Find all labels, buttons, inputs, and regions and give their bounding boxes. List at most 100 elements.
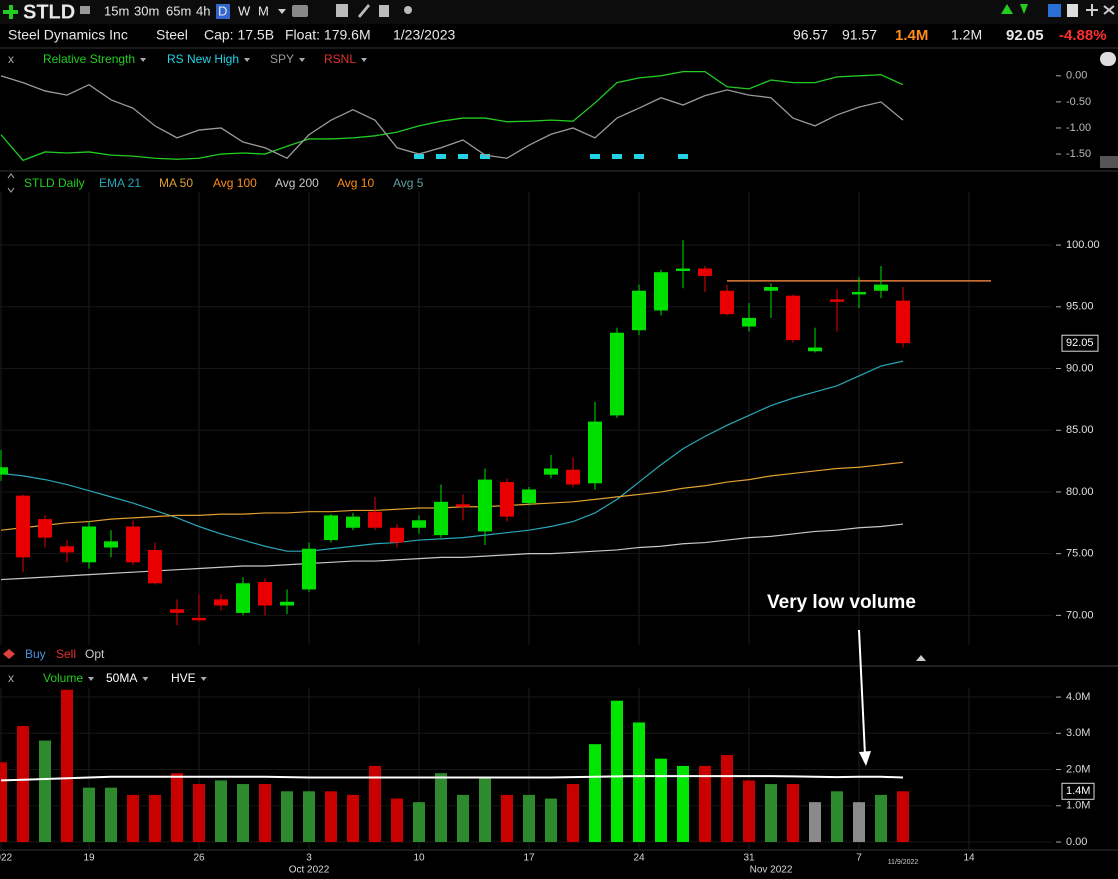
volume-bar (765, 784, 777, 843)
indicator-label[interactable]: Avg 100 (213, 176, 257, 190)
icon[interactable] (336, 4, 348, 17)
sell-button[interactable]: Sell (56, 647, 76, 661)
indicator-label[interactable]: STLD Daily (24, 176, 85, 190)
volume-bar (721, 755, 733, 843)
current-volume-box (1061, 782, 1095, 800)
volume-bar (831, 791, 843, 843)
indicator-label[interactable]: MA 50 (159, 176, 193, 190)
indicator-label[interactable]: SPY (270, 52, 294, 66)
trade-icon[interactable] (3, 649, 15, 659)
volume-bar (457, 794, 469, 843)
indicator-line (0, 75, 904, 160)
candle-body (192, 617, 206, 621)
volume-bar (875, 794, 887, 843)
y-tick-label: -1.50 (1066, 148, 1091, 160)
icon[interactable] (1067, 4, 1078, 17)
volume-bar (39, 740, 51, 843)
icon[interactable] (1001, 4, 1013, 14)
company-name: Steel Dynamics Inc (8, 27, 128, 43)
icon[interactable] (1086, 4, 1098, 16)
volume-bar (149, 794, 161, 843)
market-cap: Cap: 17.5B (204, 27, 274, 43)
timeframe-button[interactable]: 15m (104, 3, 129, 18)
close-button[interactable]: x (8, 671, 14, 685)
volume: 1.4M (895, 27, 928, 44)
timeframe-button[interactable]: 4h (196, 3, 210, 18)
indicator-label[interactable]: Avg 10 (337, 176, 374, 190)
volume-bar (259, 784, 271, 843)
dropdown-icon (140, 58, 147, 62)
candle-body (390, 527, 404, 543)
candle-body (346, 516, 360, 528)
indicator-label[interactable]: RS New High (167, 52, 239, 66)
indicator-label[interactable]: EMA 21 (99, 176, 141, 190)
candle-body (610, 332, 624, 416)
volume-bar (369, 765, 381, 843)
icon[interactable] (379, 5, 389, 17)
indicator-line (0, 71, 904, 162)
candle-body (500, 482, 514, 517)
indicator-label[interactable]: Relative Strength (43, 52, 135, 66)
y-tick-label: 0.00 (1066, 836, 1087, 848)
y-tick-label: 4.0M (1066, 691, 1090, 703)
volume-bar (105, 787, 117, 843)
volume-bar (347, 794, 359, 843)
volume-bar (325, 791, 337, 843)
timeframe-button[interactable]: 65m (166, 3, 191, 18)
rs-new-high-marker (678, 154, 688, 159)
month-label: Oct 2022 (289, 865, 330, 876)
collapse-icon[interactable] (7, 173, 15, 193)
settings-icon[interactable] (1100, 52, 1116, 66)
candle-body (544, 468, 558, 475)
timeframe-button[interactable]: M (258, 3, 269, 18)
volume-bar (611, 700, 623, 843)
avg-volume: 1.2M (951, 27, 982, 43)
add-icon[interactable] (3, 5, 18, 19)
rs-new-high-marker (436, 154, 446, 159)
indicator-label[interactable]: Volume (43, 671, 83, 685)
dropdown-icon[interactable] (278, 9, 286, 14)
volume-bar (193, 784, 205, 843)
x-tick-label: 10 (413, 853, 425, 864)
candle-body (720, 290, 734, 315)
icon[interactable] (292, 5, 308, 17)
month-label: Nov 2022 (750, 865, 793, 876)
timeframe-button[interactable]: W (238, 3, 251, 18)
icon[interactable] (1103, 5, 1115, 15)
indicator-label[interactable]: RSNL (324, 52, 356, 66)
candle-body (698, 268, 712, 276)
timeframe-button[interactable]: 30m (134, 3, 159, 18)
icon[interactable] (1020, 4, 1028, 14)
timeframe-button[interactable]: D (218, 3, 227, 18)
icon[interactable] (80, 6, 90, 14)
indicator-label[interactable]: 50MA (106, 671, 137, 685)
indicator-label[interactable]: Avg 200 (275, 176, 319, 190)
annotation-arrow (858, 629, 866, 756)
candle-body (434, 501, 448, 536)
indicator-label[interactable]: HVE (171, 671, 196, 685)
buy-button[interactable]: Buy (25, 647, 46, 661)
candle-body (676, 268, 690, 271)
last-date-label: 11/9/2022 (888, 859, 919, 866)
dropdown-icon (299, 58, 306, 62)
icon[interactable] (358, 4, 370, 18)
candle-body (236, 583, 250, 613)
expand-icon[interactable] (916, 655, 926, 661)
scroll-icon[interactable] (1100, 156, 1118, 168)
close-button[interactable]: x (8, 52, 14, 66)
options-button[interactable]: Opt (85, 647, 105, 661)
y-tick-label: -1.00 (1066, 122, 1091, 134)
last-price: 92.05 (1006, 27, 1044, 44)
symbol[interactable]: STLD (23, 1, 75, 23)
icon[interactable] (1048, 4, 1061, 17)
volume-bar (83, 787, 95, 843)
y-tick-label: 85.00 (1066, 424, 1094, 436)
x-tick-label: 14 (963, 853, 975, 864)
dropdown-icon (361, 58, 368, 62)
candle-body (742, 317, 756, 327)
indicator-label[interactable]: Avg 5 (393, 176, 424, 190)
candle-body (258, 582, 272, 606)
x-tick-label: 24 (633, 853, 645, 864)
icon[interactable] (404, 6, 412, 14)
change: -4.88% (1059, 27, 1107, 44)
